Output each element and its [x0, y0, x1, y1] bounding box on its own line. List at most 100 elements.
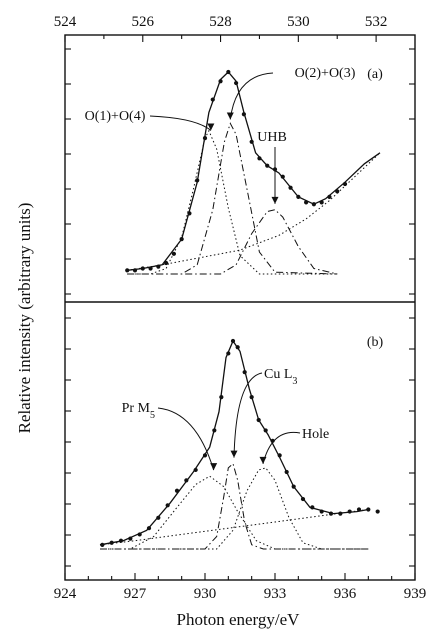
- data-point: [300, 496, 306, 502]
- background-curve: [127, 152, 381, 271]
- data-point: [319, 200, 324, 205]
- annotation-o2-o3-arrow-head: [226, 112, 234, 120]
- data-point: [310, 505, 315, 510]
- annotation-o1-o4-arrow: [149, 115, 212, 131]
- data-point: [226, 69, 231, 75]
- data-point: [280, 174, 285, 179]
- data-point: [291, 484, 296, 489]
- data-point: [156, 264, 161, 269]
- background-curve: [99, 509, 369, 546]
- data-point: [328, 511, 334, 516]
- data-point: [156, 515, 161, 520]
- top-tick-label: 532: [365, 14, 388, 30]
- data-point: [347, 509, 352, 514]
- data-point: [187, 211, 192, 216]
- annotation-o2-o3: O(2)+O(3): [295, 66, 356, 81]
- plot-frame: [64, 34, 416, 581]
- data-point: [335, 189, 340, 194]
- panel-b: (b) Pr M5 Cu L3 Hole: [99, 335, 384, 550]
- bottom-tick-label: 930: [194, 586, 217, 602]
- frame-border: [64, 34, 416, 581]
- data-point: [249, 139, 254, 144]
- data-point: [165, 503, 170, 508]
- annotation-uhb: UHB: [257, 130, 287, 145]
- o-2-o-3-curve: [127, 122, 338, 275]
- data-point: [179, 237, 184, 242]
- data-point: [132, 268, 138, 273]
- annotation-o2-o3-arrow: [229, 72, 274, 120]
- data-point: [125, 268, 130, 273]
- bottom-tick-label: 933: [264, 586, 287, 602]
- data-point: [304, 200, 309, 205]
- data-point: [164, 260, 169, 266]
- annotation-o1-o4-arrow-head: [207, 123, 215, 131]
- annotation-hole-arrow-head: [259, 456, 267, 464]
- top-x-axis: 524 526 528 530 532: [54, 14, 388, 42]
- data-point: [212, 428, 217, 433]
- data-point: [342, 181, 348, 187]
- data-point: [242, 370, 247, 375]
- y-axis-title: Relative intensity (arbitrary units): [15, 203, 34, 434]
- data-point: [366, 507, 371, 512]
- data-point: [100, 542, 105, 547]
- top-tick-label: 526: [132, 14, 155, 30]
- data-point: [219, 395, 224, 400]
- annotation-cu-l3: Cu L3: [264, 367, 297, 387]
- panel-label: (b): [367, 335, 384, 350]
- annotation-hole-arrow: [262, 431, 301, 464]
- data-point: [235, 345, 240, 350]
- data-point: [146, 526, 152, 531]
- data-point: [218, 79, 223, 84]
- annotation-pr-m5-arrow: [157, 407, 215, 471]
- data-point: [140, 266, 145, 271]
- data-point: [234, 80, 239, 86]
- data-point: [230, 338, 236, 344]
- cu-l3-curve: [100, 462, 369, 550]
- left-y-axis: [65, 48, 415, 567]
- data-point: [338, 511, 343, 516]
- annotation-cu-l3-arrow-head: [230, 450, 238, 458]
- data-point: [263, 428, 268, 433]
- data-point: [202, 453, 208, 458]
- data-point: [256, 417, 261, 423]
- data-point: [184, 478, 189, 483]
- annotation-uhb-arrow-head: [271, 196, 279, 204]
- fit-curve: [99, 339, 369, 546]
- panel-label: (a): [367, 67, 383, 82]
- o-1-o-4-curve: [127, 129, 338, 275]
- bottom-tick-label: 927: [124, 586, 147, 602]
- data-point: [257, 156, 262, 161]
- data-point: [284, 469, 289, 475]
- data-point: [375, 509, 380, 514]
- data-point: [193, 467, 198, 473]
- data-point: [174, 488, 180, 493]
- data-point: [277, 453, 282, 458]
- annotation-o1-o4: O(1)+O(4): [85, 109, 146, 124]
- top-tick-label: 528: [209, 14, 232, 30]
- data-point: [265, 163, 270, 168]
- data-point: [118, 538, 124, 543]
- data-point: [288, 185, 293, 190]
- panel-a: (a) O(1)+O(4) O(2)+O(3) UHB: [85, 66, 383, 275]
- data-point: [109, 540, 114, 545]
- data-point: [202, 136, 208, 141]
- top-tick-label: 530: [287, 14, 310, 30]
- bottom-tick-label: 924: [54, 586, 77, 602]
- annotation-hole: Hole: [302, 427, 329, 442]
- data-point: [210, 97, 215, 102]
- top-tick-label: 524: [54, 14, 77, 30]
- data-point: [226, 351, 231, 356]
- data-point: [249, 395, 254, 400]
- data-point: [241, 112, 246, 117]
- bottom-tick-label: 936: [334, 586, 357, 602]
- data-point: [195, 178, 200, 183]
- annotation-pr-m5: Pr M5: [122, 401, 155, 421]
- bottom-x-axis: 924 927 930 933 936 939: [54, 573, 426, 602]
- annotation-cu-l3-arrow: [233, 372, 263, 458]
- annotation-pr-m5-arrow-head: [210, 463, 218, 471]
- data-point: [319, 509, 324, 514]
- data-point: [128, 536, 133, 541]
- data-point: [356, 507, 362, 512]
- x-axis-title: Photon energy/eV: [177, 610, 301, 629]
